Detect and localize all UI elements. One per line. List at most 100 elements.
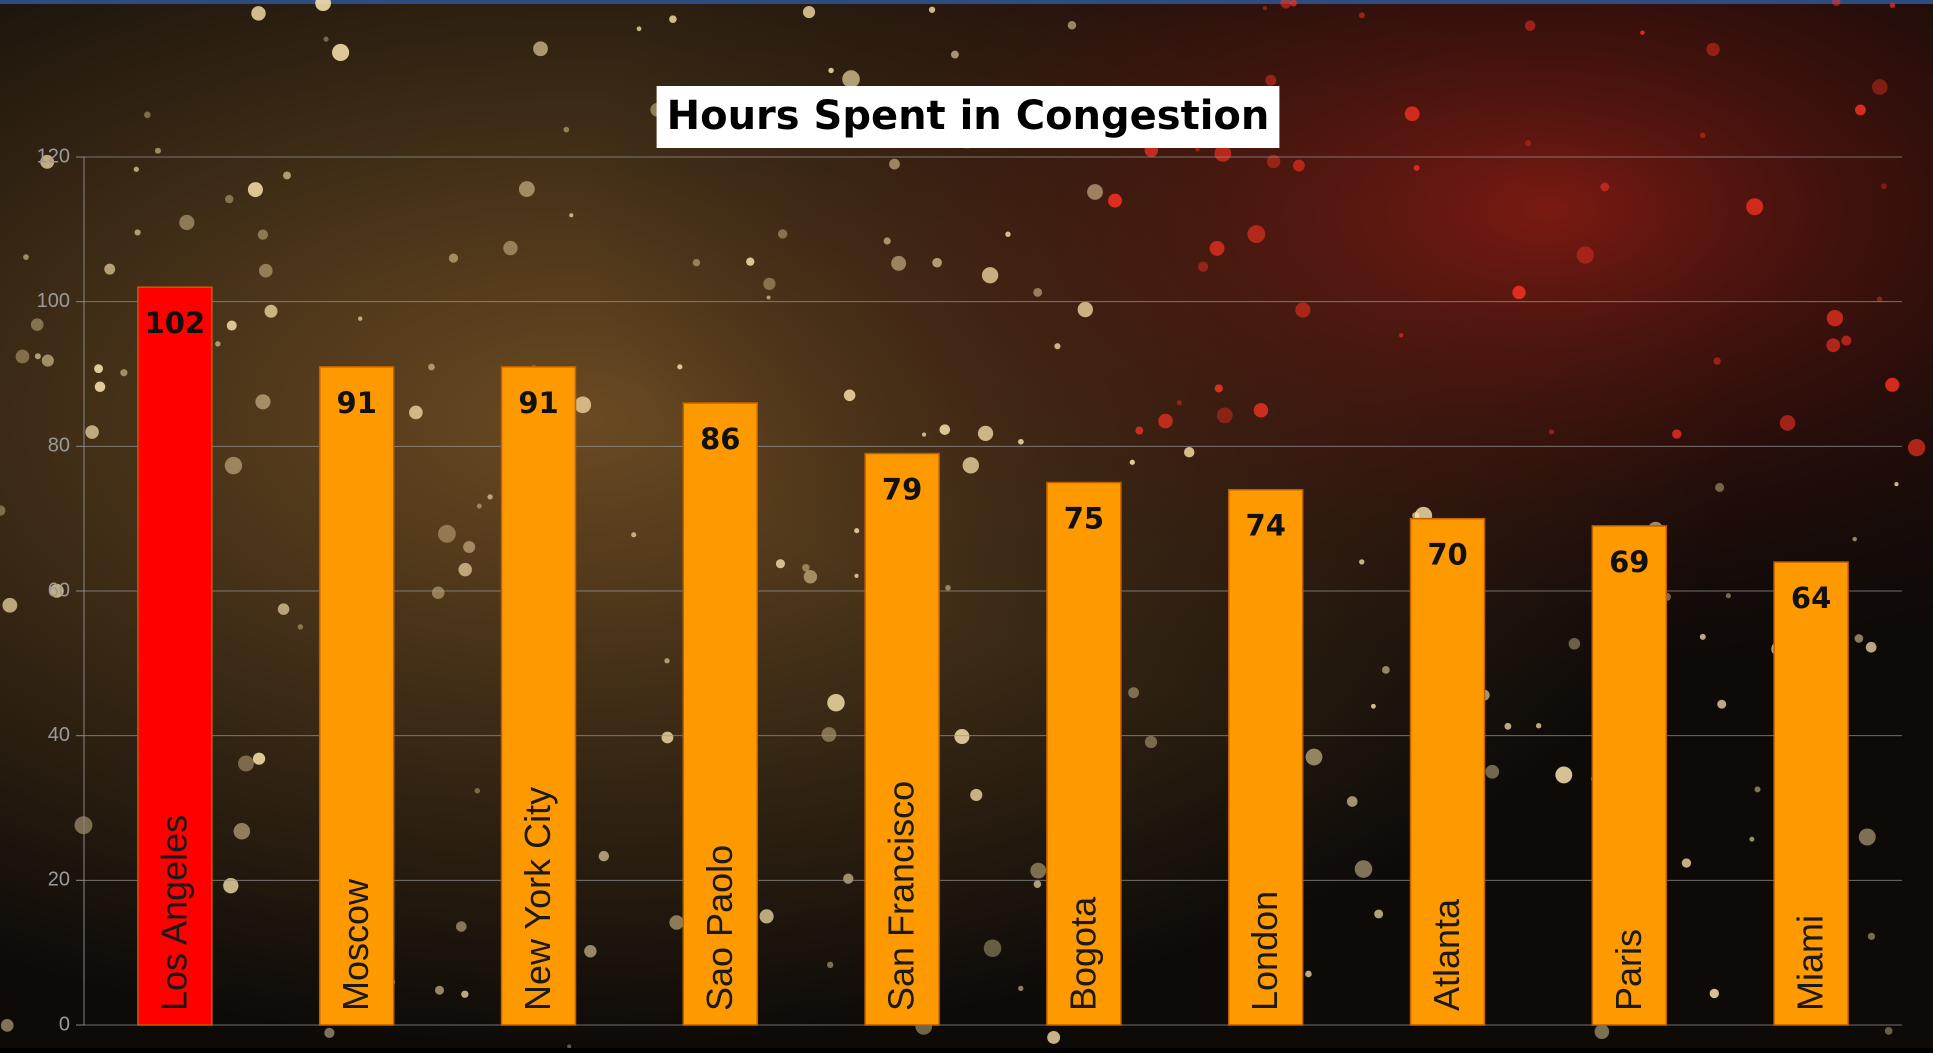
bar (864, 452, 940, 1026)
light (1216, 407, 1233, 424)
light (1699, 633, 1706, 640)
light (1881, 183, 1887, 190)
light (843, 873, 854, 884)
light (1852, 536, 1857, 542)
light (428, 363, 435, 371)
light (49, 583, 64, 598)
light (1413, 164, 1420, 171)
light (487, 494, 493, 500)
light (962, 457, 979, 474)
light (258, 263, 273, 278)
light (252, 752, 266, 765)
x-tick-label: Sao Paolo (699, 845, 740, 1011)
light (1087, 184, 1103, 200)
light (1640, 30, 1645, 35)
light (766, 295, 771, 300)
x-tick-label: Atlanta (1426, 898, 1467, 1011)
light (474, 788, 481, 794)
light (247, 182, 263, 198)
light (939, 424, 951, 435)
light (1253, 402, 1269, 418)
y-tick-label: 60 (48, 579, 70, 601)
light (448, 253, 459, 263)
light (215, 341, 221, 347)
light (1826, 309, 1844, 327)
light (503, 240, 518, 256)
light (1885, 377, 1900, 392)
light (435, 985, 444, 995)
light (1858, 828, 1876, 846)
light (463, 540, 476, 553)
light (1214, 384, 1223, 393)
bar (500, 366, 577, 1026)
light (1725, 593, 1731, 599)
light (1548, 429, 1555, 435)
light (257, 229, 269, 240)
light (1030, 862, 1047, 879)
light (1832, 0, 1841, 7)
light (297, 624, 304, 630)
light (1715, 482, 1725, 493)
light (854, 528, 860, 534)
light (1292, 159, 1305, 172)
light (1576, 246, 1594, 264)
chart-title: Hours Spent in Congestion (667, 93, 1270, 139)
light (1706, 42, 1720, 57)
light (1600, 182, 1610, 192)
light (977, 425, 994, 442)
y-tick-label: 120 (37, 145, 70, 167)
data-label: 91 (518, 386, 558, 420)
light (821, 727, 837, 742)
light (842, 70, 860, 88)
light (1568, 637, 1581, 650)
light (1135, 426, 1144, 435)
light (41, 354, 54, 367)
light (803, 570, 818, 584)
light (2, 597, 18, 613)
light (456, 921, 467, 932)
light (1841, 335, 1852, 346)
light (120, 369, 128, 377)
light (1594, 1024, 1610, 1040)
light (1262, 5, 1268, 11)
bar (318, 366, 395, 1026)
light (1699, 132, 1706, 139)
light (1077, 301, 1093, 318)
light (1876, 296, 1883, 303)
x-tick-label: Los Angeles (153, 815, 194, 1011)
light (134, 229, 141, 236)
light (0, 505, 6, 516)
light (1247, 225, 1266, 244)
light (94, 381, 106, 393)
light (775, 559, 786, 569)
light (1717, 699, 1727, 709)
y-tick-label: 80 (48, 435, 70, 457)
light (225, 194, 234, 204)
light (1198, 261, 1209, 272)
light (1354, 860, 1373, 878)
light (664, 658, 670, 664)
data-label: 86 (700, 422, 740, 456)
light (518, 181, 535, 197)
light (30, 318, 44, 331)
light (324, 1027, 335, 1039)
light (1884, 1027, 1893, 1035)
light (104, 263, 116, 275)
light (854, 573, 859, 578)
light (1033, 287, 1043, 297)
light (224, 456, 243, 475)
light (1907, 438, 1926, 457)
light (677, 364, 683, 370)
light (226, 320, 237, 331)
light (636, 26, 642, 32)
light (1265, 74, 1277, 86)
light (1295, 302, 1311, 318)
light (1018, 438, 1024, 445)
light (1867, 932, 1876, 940)
light (233, 823, 251, 840)
data-label: 64 (1791, 581, 1831, 615)
light (1485, 764, 1500, 779)
light (1524, 140, 1532, 147)
light (827, 694, 845, 712)
